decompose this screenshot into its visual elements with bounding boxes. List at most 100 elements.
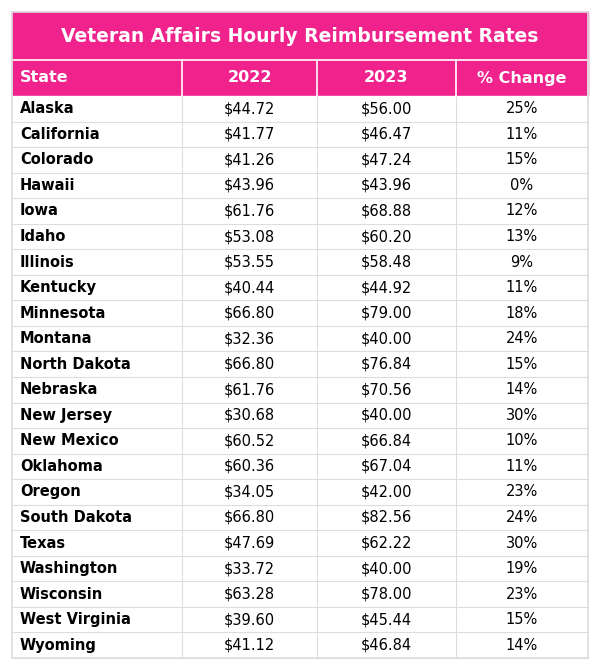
Text: Hawaii: Hawaii [20,178,76,193]
Text: $47.69: $47.69 [224,535,275,551]
Bar [12,530,588,556]
Text: Idaho: Idaho [20,229,67,244]
Text: $68.88: $68.88 [361,204,412,218]
Text: 11%: 11% [506,459,538,474]
Text: South Dakota: South Dakota [20,510,132,525]
Text: $66.80: $66.80 [224,356,275,372]
Text: Veteran Affairs Hourly Reimbursement Rates: Veteran Affairs Hourly Reimbursement Rat… [61,27,539,46]
Text: $41.12: $41.12 [224,638,275,653]
Text: Kentucky: Kentucky [20,280,97,295]
Text: $66.80: $66.80 [224,510,275,525]
Text: 30%: 30% [506,535,538,551]
Text: $79.00: $79.00 [361,306,412,321]
Text: $76.84: $76.84 [361,356,412,372]
Bar [12,300,588,326]
Text: $47.24: $47.24 [361,152,412,168]
Bar [12,352,588,377]
Text: % Change: % Change [477,70,566,86]
Bar [12,454,588,479]
Text: Texas: Texas [20,535,66,551]
Bar [12,12,588,60]
Text: $67.04: $67.04 [361,459,412,474]
Text: 15%: 15% [506,612,538,627]
Text: $39.60: $39.60 [224,612,275,627]
Bar [12,428,588,454]
Text: 14%: 14% [506,638,538,653]
Text: $66.84: $66.84 [361,433,412,448]
Bar [12,505,588,530]
Text: Oregon: Oregon [20,484,81,499]
Text: $41.26: $41.26 [224,152,275,168]
Text: 23%: 23% [506,484,538,499]
Text: $46.84: $46.84 [361,638,412,653]
Text: $40.00: $40.00 [361,331,412,346]
Text: $56.00: $56.00 [361,101,412,117]
Text: $46.47: $46.47 [361,127,412,142]
Text: $30.68: $30.68 [224,408,275,423]
Bar [12,582,588,607]
Text: West Virginia: West Virginia [20,612,131,627]
Text: 18%: 18% [506,306,538,321]
Text: $40.44: $40.44 [224,280,275,295]
Text: Wisconsin: Wisconsin [20,587,103,602]
Text: $45.44: $45.44 [361,612,412,627]
Text: Alaska: Alaska [20,101,74,117]
Bar [12,60,588,96]
Text: $40.00: $40.00 [361,561,412,576]
Bar [12,198,588,224]
Text: 13%: 13% [506,229,538,244]
Text: North Dakota: North Dakota [20,356,131,372]
Text: $44.72: $44.72 [224,101,275,117]
Bar [12,326,588,352]
Text: 30%: 30% [506,408,538,423]
Text: California: California [20,127,100,142]
Text: $70.56: $70.56 [361,383,412,397]
Text: $43.96: $43.96 [224,178,275,193]
Text: $43.96: $43.96 [361,178,412,193]
Text: $66.80: $66.80 [224,306,275,321]
Text: 23%: 23% [506,587,538,602]
Text: 2023: 2023 [364,70,409,86]
Text: $42.00: $42.00 [361,484,412,499]
Text: 12%: 12% [506,204,538,218]
Bar [12,96,588,121]
Text: 0%: 0% [510,178,533,193]
Text: $78.00: $78.00 [361,587,412,602]
Text: State: State [20,70,68,86]
Bar [12,479,588,505]
Text: 15%: 15% [506,152,538,168]
Text: Montana: Montana [20,331,92,346]
Bar [12,173,588,198]
Text: Illinois: Illinois [20,255,75,269]
Text: $32.36: $32.36 [224,331,275,346]
Text: 24%: 24% [506,331,538,346]
Bar [12,275,588,300]
Text: $53.55: $53.55 [224,255,275,269]
Text: 11%: 11% [506,127,538,142]
Bar [12,403,588,428]
Text: $60.20: $60.20 [361,229,412,244]
Text: 2022: 2022 [227,70,272,86]
Bar [12,556,588,582]
Text: Colorado: Colorado [20,152,94,168]
Text: $82.56: $82.56 [361,510,412,525]
Text: $58.48: $58.48 [361,255,412,269]
Text: 25%: 25% [506,101,538,117]
Text: $60.52: $60.52 [224,433,275,448]
Text: $41.77: $41.77 [224,127,275,142]
Text: New Jersey: New Jersey [20,408,112,423]
Text: 11%: 11% [506,280,538,295]
Text: $40.00: $40.00 [361,408,412,423]
Text: 14%: 14% [506,383,538,397]
Text: Wyoming: Wyoming [20,638,97,653]
Bar [12,632,588,658]
Text: 15%: 15% [506,356,538,372]
Text: 10%: 10% [506,433,538,448]
Text: $63.28: $63.28 [224,587,275,602]
Text: Oklahoma: Oklahoma [20,459,103,474]
Text: Nebraska: Nebraska [20,383,98,397]
Bar [12,147,588,173]
Text: 19%: 19% [506,561,538,576]
Text: 9%: 9% [510,255,533,269]
Text: $34.05: $34.05 [224,484,275,499]
